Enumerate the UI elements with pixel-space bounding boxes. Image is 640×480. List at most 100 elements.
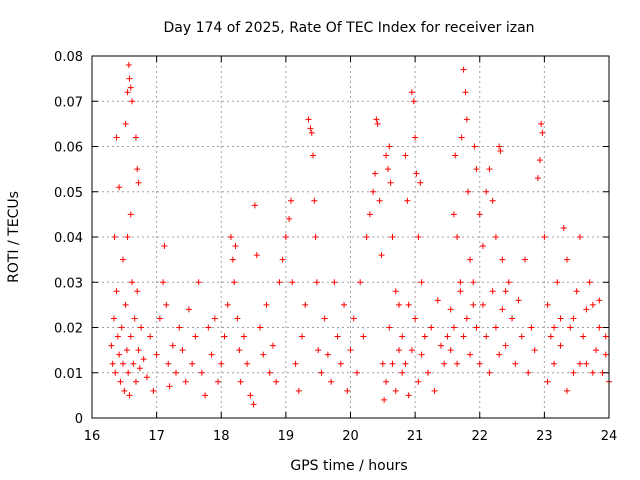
data-point	[489, 197, 496, 204]
data-point	[310, 152, 317, 159]
data-point	[331, 279, 338, 286]
data-point	[118, 324, 125, 331]
data-point	[135, 179, 142, 186]
data-point	[418, 351, 425, 358]
data-point	[124, 234, 131, 240]
data-point	[192, 333, 199, 340]
data-point	[215, 378, 222, 385]
data-point	[467, 351, 474, 358]
data-point	[463, 116, 470, 123]
data-point	[483, 188, 490, 195]
data-point	[387, 179, 394, 186]
data-point	[305, 116, 312, 123]
data-point	[123, 347, 130, 354]
x-axis-label: GPS time / hours	[290, 458, 407, 474]
data-point	[126, 392, 133, 399]
data-point	[232, 243, 239, 250]
data-point	[378, 252, 385, 259]
y-tick-label: 0.02	[54, 322, 83, 337]
x-tick-label: 21	[407, 429, 424, 444]
data-point	[221, 333, 228, 340]
data-point	[441, 360, 448, 367]
data-point	[476, 211, 483, 218]
y-tick-label: 0	[75, 412, 83, 427]
data-point	[229, 256, 236, 263]
data-point	[460, 333, 467, 340]
data-point	[127, 84, 134, 91]
data-point	[282, 234, 289, 240]
data-point	[308, 129, 315, 136]
data-point	[431, 387, 438, 394]
y-axis-ticks: 0 0.01 0.02 0.03 0.04 0.05 0.06 0.07 0.08	[54, 50, 609, 427]
data-point	[541, 234, 548, 240]
data-point	[525, 369, 532, 376]
data-point	[166, 383, 173, 390]
data-point	[386, 324, 393, 331]
data-point	[134, 288, 141, 295]
data-point	[126, 75, 133, 82]
data-point	[576, 360, 583, 367]
data-point	[499, 256, 506, 263]
data-point	[108, 342, 115, 349]
data-point	[299, 333, 306, 340]
data-point	[147, 333, 154, 340]
data-point	[402, 152, 409, 159]
data-point	[114, 333, 121, 340]
data-point	[496, 351, 503, 358]
data-point	[586, 279, 593, 286]
data-point	[602, 351, 609, 358]
data-point	[467, 256, 474, 263]
data-point	[263, 301, 270, 308]
data-point	[557, 315, 564, 322]
data-point	[479, 301, 486, 308]
data-point	[247, 392, 254, 399]
data-point	[415, 234, 422, 240]
grid-lines	[92, 56, 609, 418]
data-point	[227, 234, 234, 240]
data-point	[116, 351, 123, 358]
x-tick-label: 24	[601, 429, 618, 444]
data-point	[502, 288, 509, 295]
data-point	[563, 256, 570, 263]
x-tick-label: 17	[148, 429, 165, 444]
chart-title: Day 174 of 2025, Rate Of TEC Index for r…	[163, 20, 534, 36]
data-point	[457, 288, 464, 295]
data-point	[334, 333, 341, 340]
data-point	[383, 152, 390, 159]
data-point	[231, 279, 238, 286]
data-point	[528, 324, 535, 331]
data-point	[179, 347, 186, 354]
y-tick-label: 0.01	[54, 367, 83, 382]
data-point	[121, 387, 128, 394]
data-point	[132, 378, 139, 385]
data-point	[251, 202, 258, 209]
data-point	[596, 297, 603, 304]
data-point	[486, 166, 493, 173]
x-tick-label: 23	[536, 429, 553, 444]
data-point	[253, 252, 260, 259]
data-point	[138, 324, 145, 331]
data-point	[182, 378, 189, 385]
data-point	[134, 166, 141, 173]
data-point	[460, 66, 467, 73]
data-point	[132, 134, 139, 141]
data-point	[276, 279, 283, 286]
data-point	[593, 347, 600, 354]
data-point	[353, 369, 360, 376]
data-point	[269, 342, 276, 349]
data-point	[176, 324, 183, 331]
data-point	[496, 143, 503, 150]
data-point	[116, 184, 123, 191]
data-point	[169, 342, 176, 349]
data-point	[450, 324, 457, 331]
data-point	[454, 360, 461, 367]
data-point	[136, 365, 143, 372]
data-point	[404, 197, 411, 204]
data-point	[376, 197, 383, 204]
data-point	[237, 378, 244, 385]
y-tick-label: 0.07	[54, 95, 83, 110]
data-point	[408, 89, 415, 96]
data-point	[337, 360, 344, 367]
data-point	[454, 234, 461, 240]
data-point	[273, 378, 280, 385]
